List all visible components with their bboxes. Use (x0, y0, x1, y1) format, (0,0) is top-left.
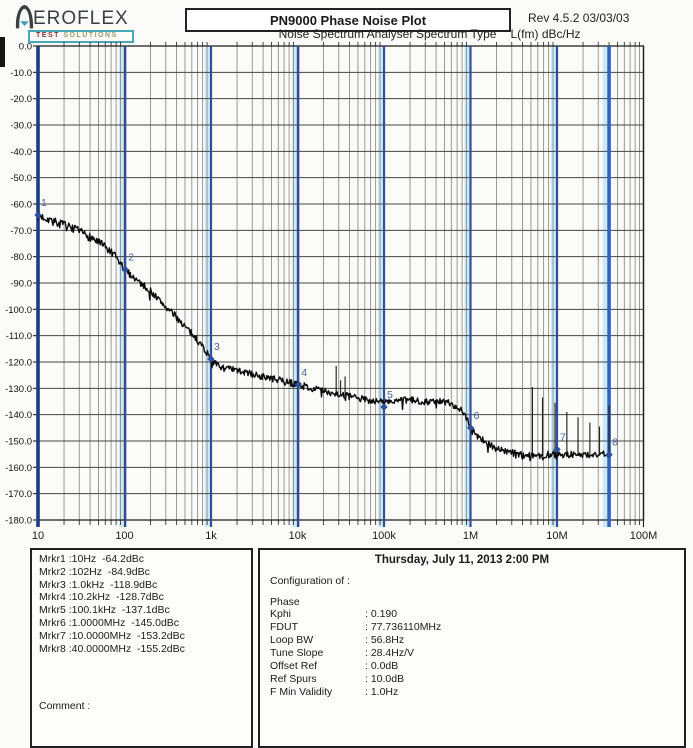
svg-text:-40.0: -40.0 (10, 147, 32, 158)
marker-readout-row: Mrkr7 :10.0000MHz -153.2dBc (39, 629, 185, 642)
svg-text:-10.0: -10.0 (10, 68, 32, 79)
marker-readout-row: Mrkr6 :1.0000MHz -145.0dBc (39, 616, 180, 629)
svg-text:2: 2 (128, 252, 134, 264)
svg-text:-150.0: -150.0 (5, 437, 32, 448)
tagline-test: TEST (36, 32, 60, 39)
configuration-row-value: : 28.4Hz/V (365, 647, 415, 659)
configuration-section: Phase (270, 596, 300, 608)
phase-noise-plot: 10 100 1k 10k 100k 1M 10M 100M 0.0 -10.0 -20.0 -30.… (5, 42, 658, 543)
configuration-row-value: : 0.190 (365, 608, 398, 620)
tagline-solutions: SOLUTIONS (63, 32, 118, 39)
svg-text:100M: 100M (630, 530, 658, 542)
report-title: PN9000 Phase Noise Plot (269, 12, 427, 28)
aeroflex-arch-icon (15, 5, 34, 29)
configuration-row-label: Kphi (270, 608, 292, 620)
svg-text:-90.0: -90.0 (10, 279, 32, 290)
configuration-row: Kphi : 0.190 (270, 608, 684, 621)
svg-text:5: 5 (387, 389, 393, 401)
svg-text:-30.0: -30.0 (10, 121, 32, 132)
configuration-row-label: F Min Validity (270, 686, 333, 698)
configuration-row-value: : 10.0dB (365, 673, 405, 685)
brand-text: EROFLEX (33, 8, 129, 29)
report-datetime: Thursday, July 11, 2013 2:00 PM (374, 554, 550, 566)
svg-text:3: 3 (214, 341, 220, 353)
marker-readout-row: Mrkr1 :10Hz -64.2dBc (39, 553, 145, 565)
svg-text:-70.0: -70.0 (10, 226, 32, 237)
svg-text:0.0: 0.0 (19, 42, 32, 53)
configuration-row-label: Tune Slope (270, 647, 324, 659)
configuration-row: F Min Validity : 1.0Hz (270, 686, 684, 699)
configuration-rows: Kphi : 0.190 FDUT : 77.736110MHz Loop BW : 56… (270, 608, 684, 699)
svg-text:-60.0: -60.0 (10, 200, 32, 211)
svg-text:10M: 10M (546, 530, 567, 542)
svg-text:10k: 10k (289, 530, 307, 542)
svg-text:-140.0: -140.0 (5, 410, 32, 421)
configuration-of-label: Configuration of : (270, 575, 350, 587)
configuration-row-label: Loop BW (270, 634, 314, 646)
svg-text:-50.0: -50.0 (10, 173, 32, 184)
svg-text:10: 10 (32, 530, 44, 542)
svg-text:-80.0: -80.0 (10, 252, 32, 263)
svg-text:100k: 100k (372, 530, 396, 542)
svg-text:-130.0: -130.0 (5, 384, 32, 395)
svg-text:-180.0: -180.0 (5, 516, 32, 527)
logo-tagline: TEST SOLUTIONS (28, 30, 134, 43)
marker-readout-row: Mrkr4 :10.2kHz -128.7dBc (39, 591, 164, 604)
configuration-row-value: : 56.8Hz (365, 634, 405, 646)
configuration-panel: Thursday, July 11, 2013 2:00 PM Configur… (258, 548, 686, 748)
marker-readout-row: Mrkr3 :1.0kHz -118.9dBc (39, 578, 158, 591)
aeroflex-logo: EROFLEX TEST SOLUTIONS (14, 3, 140, 43)
svg-text:-100.0: -100.0 (5, 305, 32, 316)
scan-artifact (0, 37, 5, 67)
revision-text: Rev 4.5.2 03/03/03 (528, 11, 630, 25)
configuration-row-value: : 77.736110MHz (365, 621, 442, 633)
svg-text:-120.0: -120.0 (5, 358, 32, 369)
svg-text:-170.0: -170.0 (5, 489, 32, 500)
configuration-row: Tune Slope : 28.4Hz/V (270, 647, 684, 660)
report-title-box: PN9000 Phase Noise Plot (185, 8, 511, 32)
spectrum-type: Spectrum Type L(fm) dBc/Hz (416, 27, 581, 41)
configuration-row-label: Offset Ref (270, 660, 318, 672)
spectrum-type-value: L(fm) dBc/Hz (510, 27, 581, 41)
svg-text:1k: 1k (205, 530, 217, 542)
configuration-row-label: Ref Spurs (270, 673, 317, 685)
svg-text:-160.0: -160.0 (5, 463, 32, 474)
analyser-subtitle: Noise Spectrum Analyser (278, 27, 414, 41)
configuration-row: Loop BW : 56.8Hz (270, 634, 684, 647)
svg-text:1: 1 (41, 197, 47, 209)
marker-readout-list: Mrkr1 :10Hz -64.2dBc Mrkr2 :102Hz -84.9dB… (39, 553, 251, 655)
marker-readout-panel: Mrkr1 :10Hz -64.2dBc Mrkr2 :102Hz -84.9dB… (30, 548, 253, 748)
configuration-row-value: : 1.0Hz (365, 686, 399, 698)
svg-text:6: 6 (474, 410, 480, 422)
svg-text:-20.0: -20.0 (10, 94, 32, 105)
configuration-row: Offset Ref : 0.0dB (270, 660, 684, 673)
svg-text:-110.0: -110.0 (6, 331, 32, 342)
svg-text:8: 8 (612, 437, 618, 449)
marker-readout-row: Mrkr2 :102Hz -84.9dBc (39, 565, 150, 578)
svg-text:1M: 1M (463, 530, 478, 542)
configuration-row: Ref Spurs : 10.0dB (270, 673, 684, 686)
marker-readout-row: Mrkr5 :100.1kHz -137.1dBc (39, 604, 170, 617)
svg-text:4: 4 (301, 367, 307, 379)
marker-readout-row: Mrkr8 :40.0000MHz -155.2dBc (39, 642, 185, 655)
comment-label: Comment : (39, 700, 91, 712)
svg-text:7: 7 (560, 431, 566, 443)
configuration-row-value: : 0.0dB (365, 660, 399, 672)
spectrum-type-label: Spectrum Type (416, 27, 497, 41)
configuration-row: FDUT : 77.736110MHz (270, 621, 684, 634)
configuration-row-label: FDUT (270, 621, 298, 633)
svg-text:100: 100 (115, 530, 133, 542)
